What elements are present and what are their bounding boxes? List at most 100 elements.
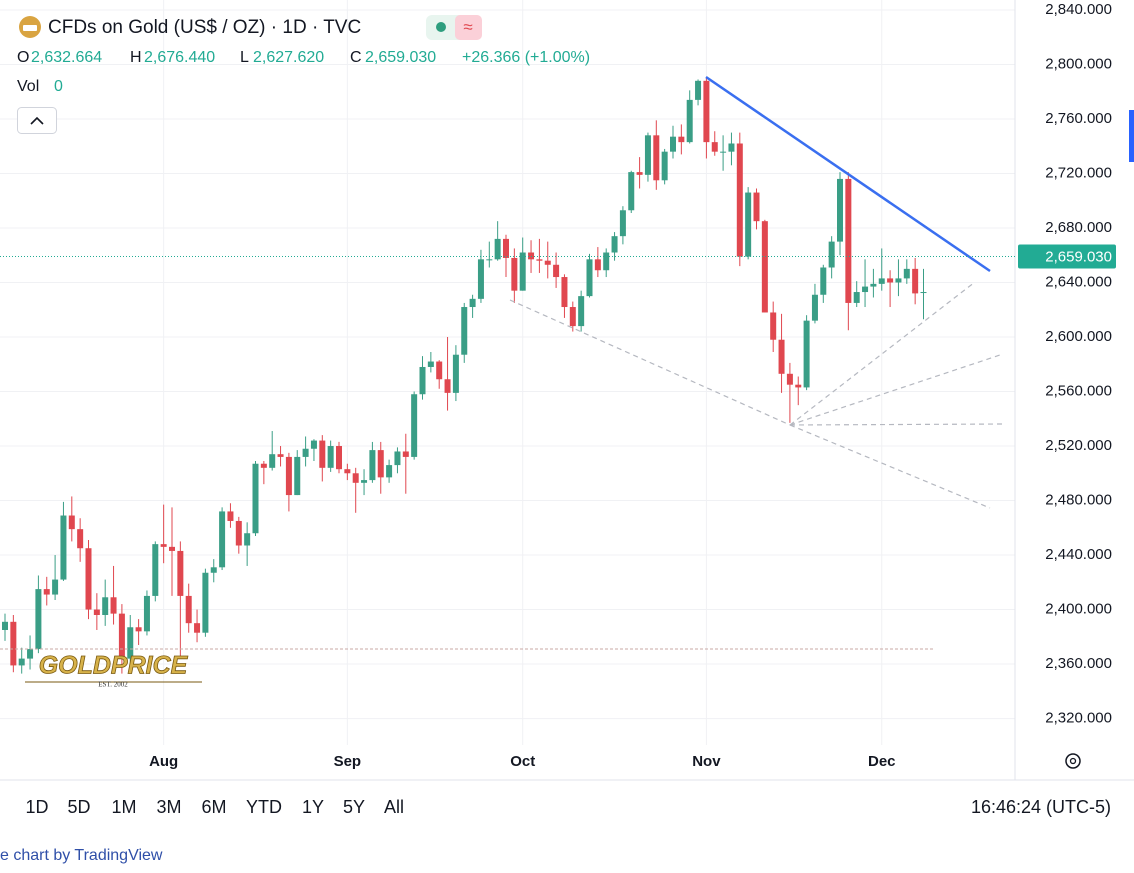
- candle-body: [194, 623, 201, 633]
- candle-body: [110, 597, 117, 614]
- candle-body: [636, 172, 643, 175]
- range-button[interactable]: 6M: [201, 797, 226, 817]
- candle-body: [578, 296, 585, 327]
- candle-body: [778, 339, 785, 374]
- candle-body: [235, 520, 242, 546]
- candle-body: [912, 268, 919, 294]
- candle-body: [411, 394, 418, 457]
- candle-body: [369, 450, 376, 481]
- last-price-box: [1018, 244, 1116, 269]
- y-tick-label: 2,480.000: [1045, 491, 1112, 508]
- ohlc-value: 2,676.440: [144, 49, 215, 66]
- candle-body: [285, 456, 292, 496]
- settings-icon[interactable]: [1065, 753, 1081, 769]
- candle-body: [452, 354, 459, 393]
- settings-icon-center: [1069, 757, 1077, 765]
- range-button[interactable]: YTD: [246, 797, 282, 817]
- fan-line: [509, 299, 791, 426]
- candle-body: [402, 451, 409, 457]
- candle-body: [102, 597, 109, 615]
- grid: [0, 0, 1015, 745]
- candle-body: [761, 221, 768, 313]
- candle-body: [811, 294, 818, 321]
- candle-body: [695, 80, 702, 100]
- candle-body: [352, 473, 359, 483]
- candle-body: [127, 627, 134, 659]
- candle-body: [85, 548, 92, 610]
- candle-body: [903, 268, 910, 279]
- candle-body: [52, 579, 59, 595]
- footer-link[interactable]: e chart by TradingView: [0, 847, 163, 864]
- candle-body: [436, 361, 443, 380]
- fan-line: [789, 423, 1006, 426]
- candle-body: [820, 267, 827, 295]
- candle-body: [786, 373, 793, 385]
- fan-line: [789, 424, 991, 509]
- candle-body: [444, 379, 451, 393]
- ohlc-label: C: [350, 49, 362, 66]
- y-tick-label: 2,800.000: [1045, 55, 1112, 72]
- fan-line: [789, 354, 1001, 426]
- ohlc-label: L: [240, 49, 249, 66]
- candle-body: [160, 544, 167, 547]
- y-tick-label: 2,360.000: [1045, 655, 1112, 672]
- candle-body: [260, 463, 267, 468]
- candle-body: [377, 450, 384, 478]
- x-tick-label: Oct: [510, 753, 535, 770]
- candle-body: [143, 595, 150, 632]
- scrollbar[interactable]: [1129, 110, 1134, 162]
- y-tick-label: 2,320.000: [1045, 710, 1112, 727]
- candle-body: [845, 178, 852, 303]
- logo-bar: [23, 25, 37, 31]
- candle-body: [319, 440, 326, 468]
- range-button[interactable]: 5Y: [343, 797, 365, 817]
- candle-body: [795, 384, 802, 388]
- y-tick-label: 2,560.000: [1045, 382, 1112, 399]
- candle-body: [494, 238, 501, 260]
- candle-body: [745, 192, 752, 257]
- candle-body: [118, 613, 125, 659]
- candle-body: [544, 260, 551, 265]
- candle-body: [327, 446, 334, 468]
- candle-body: [594, 259, 601, 271]
- candle-body: [152, 544, 159, 596]
- vol-value: 0: [54, 78, 63, 95]
- collapse-button[interactable]: [17, 107, 57, 134]
- candle-body: [519, 252, 526, 291]
- candle-body: [837, 178, 843, 242]
- watermark-est: EST. 2002: [98, 681, 128, 689]
- status-dot: [436, 22, 446, 32]
- candle-body: [227, 511, 234, 521]
- last-price-label: 2,659.030: [1045, 249, 1112, 266]
- candle-body: [310, 440, 317, 449]
- candle-body: [10, 621, 17, 666]
- ohlc-legend: O 2,632.664 H 2,676.440 L 2,627.620 C 2,…: [17, 49, 590, 95]
- candle-body: [252, 463, 259, 534]
- candle-body: [503, 238, 509, 258]
- candle-body: [419, 366, 426, 395]
- range-button[interactable]: All: [384, 797, 404, 817]
- candle-body: [720, 151, 727, 153]
- range-button[interactable]: 1D: [25, 797, 48, 817]
- candle-body: [736, 143, 743, 257]
- y-tick-label: 2,840.000: [1045, 1, 1112, 18]
- candle-body: [277, 454, 284, 457]
- candle-body: [611, 236, 618, 253]
- x-tick-label: Dec: [868, 753, 896, 770]
- range-button[interactable]: 5D: [67, 797, 90, 817]
- candle-body: [828, 241, 835, 268]
- candle-body: [862, 286, 869, 293]
- ohlc-value: 2,632.664: [31, 49, 102, 66]
- candle-body: [753, 192, 760, 222]
- range-button[interactable]: 1Y: [302, 797, 324, 817]
- candle-body: [553, 264, 560, 278]
- candle-body: [185, 595, 192, 624]
- y-tick-label: 2,680.000: [1045, 219, 1112, 236]
- candle-body: [427, 361, 434, 367]
- range-button[interactable]: 1M: [111, 797, 136, 817]
- candle-body: [661, 151, 668, 181]
- range-button[interactable]: 3M: [156, 797, 181, 817]
- candle-body: [853, 292, 860, 303]
- candle-body: [68, 515, 75, 530]
